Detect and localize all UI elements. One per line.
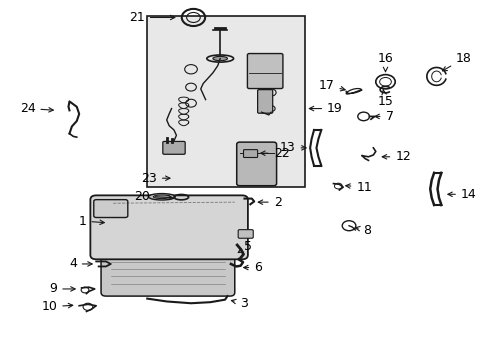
Text: 10: 10: [41, 300, 73, 313]
Text: 14: 14: [447, 188, 476, 201]
Ellipse shape: [212, 57, 227, 61]
Text: 12: 12: [382, 150, 410, 163]
Text: 16: 16: [377, 52, 392, 72]
Text: 1: 1: [79, 215, 104, 228]
Ellipse shape: [153, 195, 170, 199]
FancyBboxPatch shape: [236, 142, 276, 186]
Text: 7: 7: [374, 110, 393, 123]
Text: 19: 19: [309, 102, 342, 115]
FancyBboxPatch shape: [247, 54, 283, 89]
Text: 9: 9: [49, 283, 75, 296]
Text: 18: 18: [442, 52, 471, 71]
Text: 5: 5: [238, 240, 252, 253]
Bar: [147, 16, 305, 187]
FancyBboxPatch shape: [238, 230, 253, 238]
Text: 13: 13: [279, 141, 305, 154]
Text: 8: 8: [355, 224, 371, 237]
Text: 20: 20: [134, 190, 172, 203]
Text: 24: 24: [20, 102, 53, 115]
FancyBboxPatch shape: [257, 90, 272, 113]
Text: 22: 22: [260, 147, 289, 160]
FancyBboxPatch shape: [94, 200, 127, 217]
Text: 4: 4: [69, 257, 92, 270]
Text: 2: 2: [258, 195, 281, 209]
Text: 3: 3: [231, 297, 247, 310]
FancyBboxPatch shape: [101, 248, 234, 296]
FancyBboxPatch shape: [243, 150, 257, 157]
Text: 23: 23: [141, 172, 170, 185]
Text: 17: 17: [318, 79, 345, 92]
Text: 6: 6: [243, 261, 262, 274]
Text: 15: 15: [377, 89, 393, 108]
Ellipse shape: [148, 194, 175, 200]
Text: 21: 21: [129, 11, 175, 24]
FancyBboxPatch shape: [163, 141, 185, 154]
FancyBboxPatch shape: [90, 195, 247, 259]
Text: 11: 11: [345, 181, 371, 194]
